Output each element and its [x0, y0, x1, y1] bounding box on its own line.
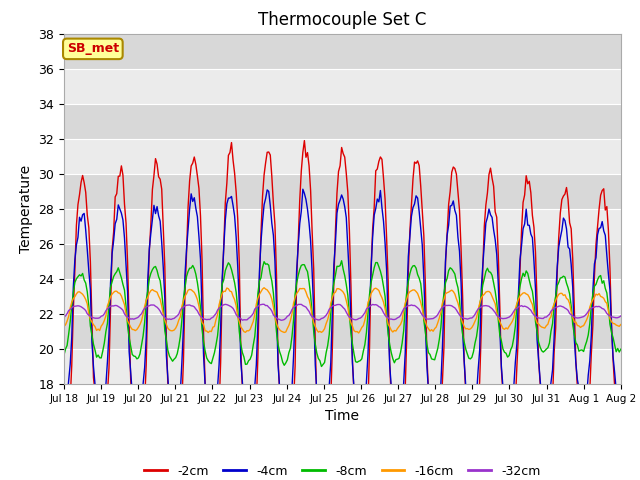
Y-axis label: Temperature: Temperature	[19, 165, 33, 253]
-32cm	[244, 315, 252, 321]
-32cm	[259, 301, 266, 307]
Line: -4cm: -4cm	[64, 189, 621, 438]
-4cm	[307, 238, 314, 244]
-2cm	[301, 138, 308, 144]
-32cm	[617, 313, 625, 319]
-2cm	[589, 323, 596, 328]
-8cm	[226, 262, 234, 268]
Bar	[64, 139, 621, 174]
-8cm	[303, 269, 311, 275]
-4cm	[617, 390, 625, 396]
Legend: -2cm, -4cm, -8cm, -16cm, -32cm: -2cm, -4cm, -8cm, -16cm, -32cm	[140, 460, 545, 480]
-8cm	[589, 291, 596, 297]
-8cm	[60, 352, 68, 358]
Line: -16cm: -16cm	[64, 288, 621, 333]
-8cm	[254, 290, 262, 296]
-2cm	[129, 414, 136, 420]
-16cm	[254, 296, 262, 301]
-4cm	[299, 186, 307, 192]
Bar	[64, 209, 621, 244]
-32cm	[226, 303, 234, 309]
-32cm	[60, 314, 68, 320]
-4cm	[60, 404, 68, 410]
Line: -8cm: -8cm	[64, 261, 621, 367]
Bar	[64, 314, 621, 349]
-8cm	[338, 258, 346, 264]
-2cm	[226, 150, 234, 156]
-16cm	[589, 297, 596, 302]
-4cm	[589, 287, 596, 293]
-16cm	[617, 322, 625, 327]
-16cm	[305, 297, 313, 302]
-32cm	[307, 312, 314, 318]
Bar	[64, 279, 621, 314]
-16cm	[355, 330, 362, 336]
-4cm	[246, 425, 254, 431]
Line: -32cm: -32cm	[64, 304, 621, 320]
-2cm	[60, 433, 68, 439]
Line: -2cm: -2cm	[64, 141, 621, 480]
-2cm	[307, 187, 314, 193]
-32cm	[589, 305, 596, 311]
-2cm	[254, 355, 262, 360]
X-axis label: Time: Time	[325, 409, 360, 423]
-16cm	[244, 328, 252, 334]
-16cm	[60, 324, 68, 329]
-32cm	[254, 303, 262, 309]
-2cm	[244, 464, 252, 470]
-32cm	[129, 316, 136, 322]
-16cm	[260, 285, 268, 290]
-8cm	[617, 346, 625, 352]
Bar	[64, 244, 621, 279]
-4cm	[255, 269, 263, 275]
-4cm	[129, 390, 136, 396]
-32cm	[277, 317, 285, 323]
Title: Thermocouple Set C: Thermocouple Set C	[258, 11, 427, 29]
-4cm	[226, 195, 234, 201]
-4cm	[244, 435, 252, 441]
-8cm	[129, 351, 136, 357]
Bar	[64, 349, 621, 384]
Text: SB_met: SB_met	[67, 42, 119, 55]
-16cm	[129, 326, 136, 332]
-8cm	[244, 358, 252, 364]
Bar	[64, 174, 621, 209]
Bar	[64, 69, 621, 104]
-2cm	[617, 432, 625, 437]
-16cm	[226, 288, 234, 294]
Bar	[64, 104, 621, 139]
Bar	[64, 34, 621, 69]
-8cm	[317, 364, 325, 370]
